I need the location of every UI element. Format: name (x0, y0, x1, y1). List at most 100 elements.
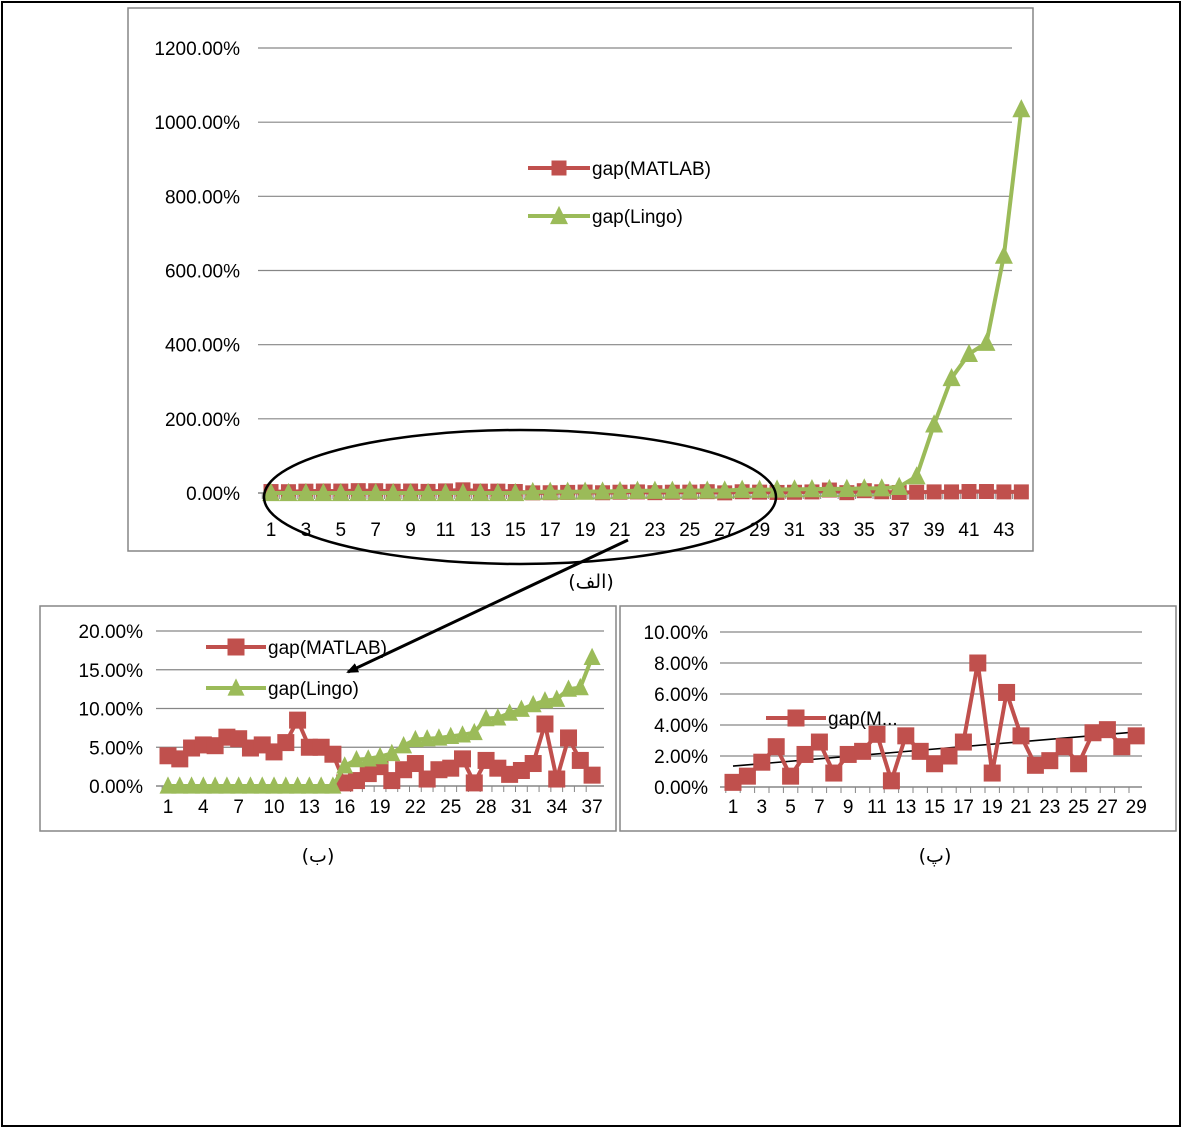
chart-a-point-matlab (1013, 484, 1029, 500)
chart-a-point-lingo (925, 414, 944, 433)
chart-a-series (262, 99, 1031, 502)
chart-c-y-tick-labels: 0.00% 2.00% 4.00% 6.00% 8.00% 10.00% (644, 623, 709, 799)
chart-a-grid (258, 47, 1012, 420)
chart-a-point-lingo (994, 245, 1013, 264)
chart-c-x-tick-label: 29 (1126, 797, 1147, 818)
chart-c-point-matlab (782, 767, 800, 785)
chart-a: 0.00% 200.00% 400.00% 600.00% 800.00% 1000.00… (127, 7, 1034, 552)
chart-c-point-matlab (998, 683, 1016, 701)
chart-c-point-matlab (796, 745, 814, 763)
chart-b-point-lingo (430, 728, 448, 746)
chart-c-frame (619, 605, 1177, 832)
chart-a-point-lingo (436, 482, 455, 502)
chart-a-point-lingo (558, 481, 577, 500)
chart-c-x-tick-label: 17 (953, 797, 974, 818)
chart-a-point-lingo (977, 332, 996, 351)
chart-a-y-tick-label: 1200.00% (154, 39, 240, 60)
chart-b-x-tick-label: 10 (263, 797, 284, 818)
chart-b-legend-matlab-label: gap(MATLAB) (268, 638, 387, 659)
chart-a-x-tick-label: 37 (889, 520, 910, 541)
chart-c-x-tick-label: 11 (867, 797, 887, 818)
chart-c-x-tick-label: 7 (814, 797, 825, 818)
chart-c-x-tick-labels: 1 3 5 7 9 11 13 15 17 19 21 23 25 27 29 (728, 797, 1147, 818)
chart-b-x-tick-label: 13 (299, 797, 320, 818)
chart-b-point-lingo (265, 776, 283, 794)
chart-b: 0.00% 5.00% 10.00% 15.00% 20.00% 1 4 7 10 13 16 19… (39, 605, 617, 832)
chart-a-y-tick-label: 800.00% (165, 187, 240, 208)
chart-b-x-tick-label: 31 (511, 797, 532, 818)
caption-c: (پ) (919, 845, 952, 867)
chart-a-point-lingo (942, 367, 961, 387)
chart-a-x-tick-label: 33 (819, 520, 840, 541)
chart-b-point-matlab (524, 755, 542, 773)
chart-b-point-lingo (277, 776, 295, 794)
chart-b-point-matlab (571, 751, 589, 769)
chart-b-point-lingo (489, 708, 507, 726)
chart-a-point-lingo (296, 482, 315, 502)
chart-b-point-matlab (406, 755, 424, 773)
chart-c-y-tick-label: 2.00% (654, 747, 708, 768)
chart-b-x-tick-label: 19 (369, 797, 390, 818)
chart-b-point-lingo (300, 776, 318, 794)
chart-a-point-lingo (279, 482, 298, 502)
chart-a-point-lingo (733, 479, 752, 498)
chart-a-y-tick-labels: 0.00% 200.00% 400.00% 600.00% 800.00% 1000.00… (154, 39, 240, 505)
chart-a-x-tick-label: 11 (436, 520, 456, 541)
chart-a-point-matlab (961, 484, 977, 500)
chart-c-point-matlab (983, 764, 1001, 782)
chart-a-point-matlab (996, 484, 1012, 500)
chart-b-y-tick-label: 20.00% (79, 622, 144, 643)
chart-b-point-lingo (241, 776, 259, 794)
chart-b-x-tick-label: 4 (198, 797, 209, 818)
chart-b-point-lingo (289, 776, 307, 794)
chart-a-point-lingo (663, 480, 682, 499)
chart-c-point-matlab (810, 733, 828, 751)
chart-b-x-tick-label: 22 (405, 797, 426, 818)
chart-b-point-lingo (206, 776, 224, 794)
chart-b-y-tick-label: 0.00% (89, 777, 143, 798)
chart-a-point-lingo (453, 482, 472, 502)
chart-a-x-tick-label: 9 (405, 520, 416, 541)
chart-b-point-lingo (159, 776, 177, 794)
chart-b-y-tick-label: 5.00% (89, 738, 143, 759)
chart-c-x-tick-label: 27 (1097, 797, 1118, 818)
zoom-ellipse (262, 428, 778, 566)
chart-a-y-tick-label: 200.00% (165, 410, 240, 431)
chart-a-point-lingo (419, 482, 438, 502)
chart-c-point-matlab (911, 742, 929, 760)
chart-b-point-matlab (289, 711, 307, 729)
chart-c-y-tick-label: 8.00% (654, 654, 708, 675)
chart-a-point-lingo (262, 482, 280, 502)
chart-c-point-matlab (1070, 755, 1088, 773)
chart-b-point-matlab (536, 715, 554, 733)
chart-b-point-lingo (324, 776, 342, 794)
chart-b-legend-matlab-marker (227, 638, 245, 656)
chart-b-point-lingo (183, 776, 201, 794)
chart-a-x-tick-label: 43 (993, 520, 1014, 541)
chart-a-point-lingo (523, 481, 542, 501)
chart-c-point-matlab (926, 755, 944, 773)
chart-a-point-lingo (715, 480, 734, 499)
chart-c-y-tick-label: 0.00% (654, 778, 708, 799)
chart-b-point-matlab (454, 750, 471, 768)
chart-a-point-matlab (926, 484, 942, 500)
chart-a-point-lingo (698, 480, 717, 499)
chart-c-x-tick-label: 9 (843, 797, 854, 818)
chart-a-legend-matlab-label: gap(MATLAB) (592, 159, 711, 180)
chart-c-point-matlab (1012, 727, 1030, 745)
chart-a-point-lingo (645, 480, 664, 499)
chart-b-point-matlab (548, 770, 566, 788)
chart-c-x-tick-label: 3 (757, 797, 768, 818)
chart-a-y-tick-label: 600.00% (165, 262, 240, 283)
chart-c-point-matlab (1041, 752, 1059, 770)
chart-a-point-lingo (314, 482, 333, 502)
chart-a-point-lingo (593, 481, 612, 500)
chart-a-legend-lingo-marker (550, 205, 568, 225)
chart-c-point-matlab (738, 767, 756, 785)
chart-c-point-matlab (1113, 738, 1131, 756)
chart-b-point-lingo (336, 756, 354, 774)
chart-a-x-tick-label: 31 (784, 520, 805, 541)
chart-b-point-lingo (218, 776, 236, 794)
chart-a-point-lingo (785, 479, 804, 498)
chart-b-point-matlab (324, 745, 342, 763)
